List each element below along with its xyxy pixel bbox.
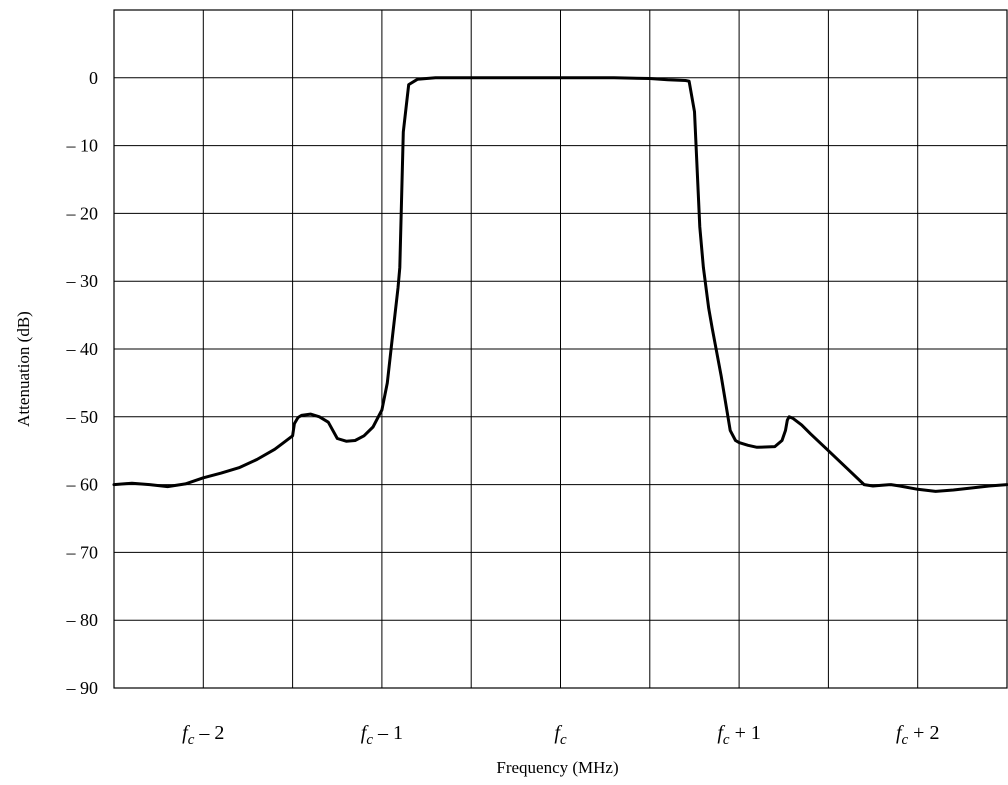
y-tick-labels: 0 – 10 – 20 – 30 – 40 – 50 – 60 – 70 – 80 – 90 (66, 68, 99, 698)
y-tick-label: – 80 (66, 610, 99, 630)
plot-frame (113, 9, 1008, 689)
y-tick-label: – 40 (66, 339, 99, 359)
y-tick-label: – 20 (66, 203, 99, 223)
x-tick-label: fc + 2 (896, 722, 940, 748)
y-axis-title: Attenuation (dB) (14, 311, 33, 427)
x-tick-label: fc – 1 (361, 722, 403, 748)
x-tick-label: fc + 1 (717, 722, 761, 748)
attenuation-curve (112, 76, 1008, 493)
y-tick-label: 0 (89, 68, 98, 88)
y-tick-label: – 90 (66, 678, 99, 698)
x-axis-title: Frequency (MHz) (496, 758, 618, 777)
y-tick-label: – 70 (66, 542, 99, 562)
x-tick-label: fc – 2 (182, 722, 224, 748)
y-tick-label: – 50 (66, 407, 99, 427)
x-tick-labels: fc – 2 fc – 1 fc fc + 1 fc + 2 (182, 722, 939, 748)
y-tick-label: – 60 (66, 475, 99, 495)
x-tick-label: fc (554, 722, 567, 748)
y-tick-label: – 30 (66, 271, 99, 291)
y-tick-label: – 10 (66, 136, 99, 156)
